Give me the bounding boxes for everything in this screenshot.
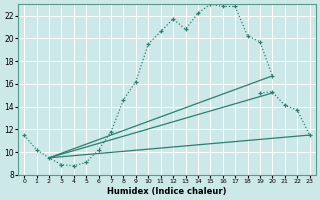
X-axis label: Humidex (Indice chaleur): Humidex (Indice chaleur) (107, 187, 227, 196)
